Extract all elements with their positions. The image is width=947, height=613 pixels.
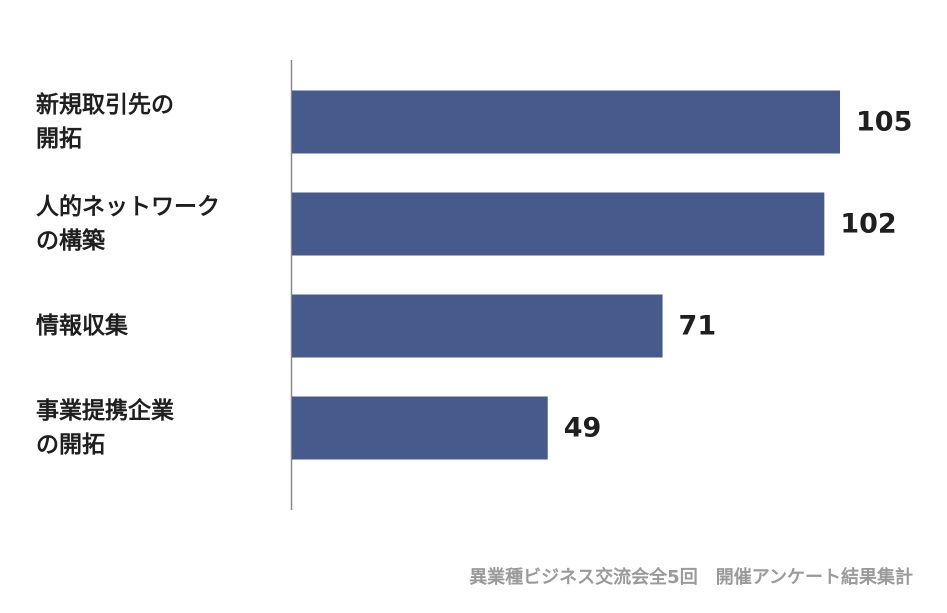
category-label-3: 情報収集 [36, 313, 128, 339]
value-label-1: 105 [856, 107, 912, 138]
category-label-4: 事業提携企業 の開拓 [36, 398, 174, 458]
chart-caption: 異業種ビジネス交流会全5回 開催アンケート結果集計 [469, 567, 913, 588]
bars-group [292, 90, 840, 460]
category-label-2: 人的ネットワーク の構築 [36, 194, 220, 254]
value-label-3: 71 [679, 311, 717, 342]
bar-2 [292, 192, 825, 256]
value-label-4: 49 [564, 413, 602, 444]
value-labels-group: 105 102 71 49 [564, 107, 913, 444]
value-label-2: 102 [840, 209, 896, 240]
bar-4 [292, 396, 548, 460]
category-label-1: 新規取引先の 開拓 [36, 92, 174, 152]
bar-3 [292, 294, 663, 358]
bar-1 [292, 90, 840, 154]
